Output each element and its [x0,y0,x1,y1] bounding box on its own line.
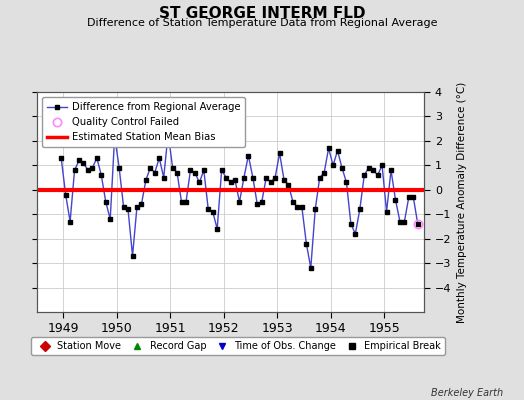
Text: Difference of Station Temperature Data from Regional Average: Difference of Station Temperature Data f… [87,18,437,28]
Legend: Difference from Regional Average, Quality Control Failed, Estimated Station Mean: Difference from Regional Average, Qualit… [42,97,245,147]
Text: Berkeley Earth: Berkeley Earth [431,388,503,398]
Text: ST GEORGE INTERM FLD: ST GEORGE INTERM FLD [159,6,365,21]
Y-axis label: Monthly Temperature Anomaly Difference (°C): Monthly Temperature Anomaly Difference (… [457,81,467,323]
Legend: Station Move, Record Gap, Time of Obs. Change, Empirical Break: Station Move, Record Gap, Time of Obs. C… [31,337,445,355]
